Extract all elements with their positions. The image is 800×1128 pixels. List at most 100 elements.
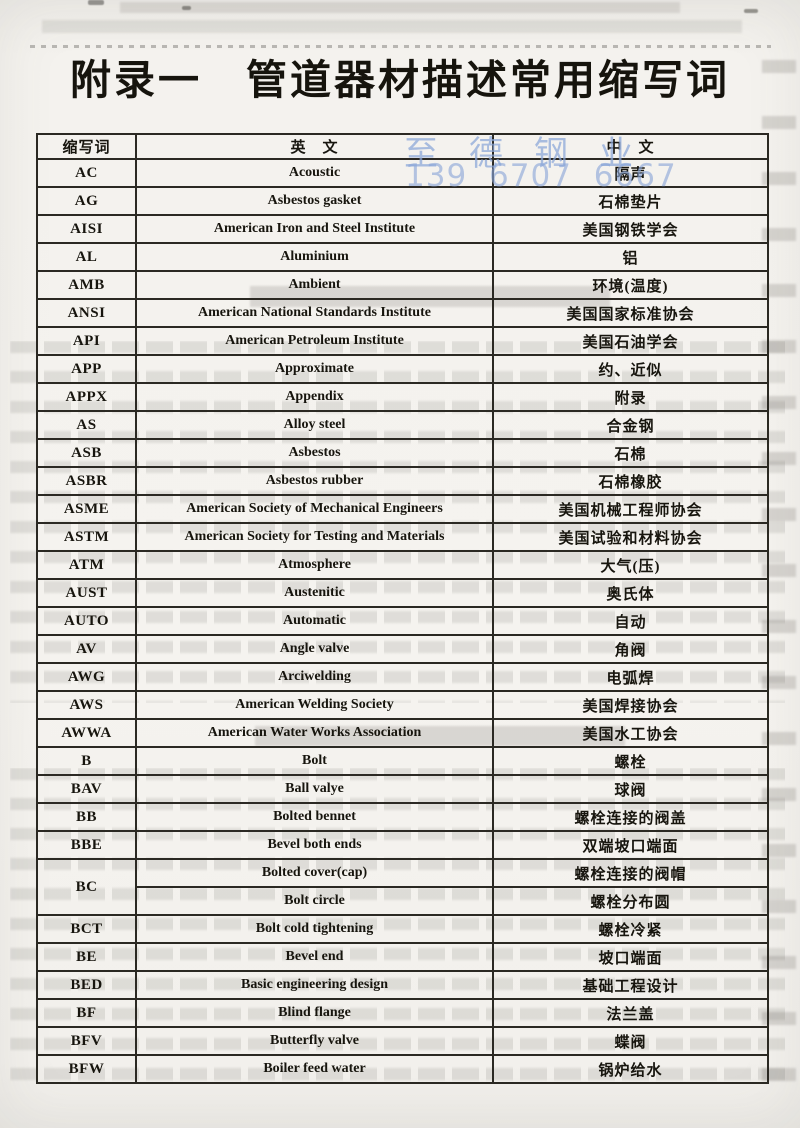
english-term-cell: Angle valve xyxy=(135,634,494,664)
table-row: AUST Austenitic 奥氏体 xyxy=(36,578,769,608)
english-term-cell: Appendix xyxy=(135,382,494,412)
scan-speck xyxy=(88,0,104,5)
english-term-cell: American Iron and Steel Institute xyxy=(135,214,494,244)
watermark-phone-number: 139 6707 6667 xyxy=(405,158,677,194)
chinese-term-cell: 球阀 xyxy=(492,774,769,804)
chinese-term-cell: 美国水工协会 xyxy=(492,718,769,748)
english-term-cell: Atmosphere xyxy=(135,550,494,580)
english-term-cell: Bolt cold tightening xyxy=(135,914,494,944)
table-row: B Bolt 螺栓 xyxy=(36,746,769,776)
table-row: BE Bevel end 坡口端面 xyxy=(36,942,769,972)
abbreviation-table-body: AC Acoustic 隔声 AG Asbestos gasket 石棉垫片 AISI Ame… xyxy=(36,158,769,1084)
table-row: BFW Boiler feed water 锅炉给水 xyxy=(36,1054,769,1084)
english-term-cell: Bolt xyxy=(135,746,494,776)
abbreviation-table: 缩写词 英 文 中 文 AC Acoustic 隔声 AG Asbestos gaske… xyxy=(36,133,769,1084)
abbr-cell: BB xyxy=(36,802,137,832)
page-title: 附录一 管道器材描述常用缩写词 xyxy=(70,57,730,103)
chinese-term-cell: 奥氏体 xyxy=(492,578,769,608)
table-row: AG Asbestos gasket 石棉垫片 xyxy=(36,186,769,216)
abbr-cell: AUST xyxy=(36,578,137,608)
abbr-cell: BBE xyxy=(36,830,137,860)
abbr-cell: ASME xyxy=(36,494,137,524)
table-row: ASBR Asbestos rubber 石棉橡胶 xyxy=(36,466,769,496)
abbr-cell: BED xyxy=(36,970,137,1000)
abbr-cell: APPX xyxy=(36,382,137,412)
table-row: ATM Atmosphere 大气(压) xyxy=(36,550,769,580)
chinese-term-cell: 螺栓 xyxy=(492,746,769,776)
chinese-term-cell: 美国焊接协会 xyxy=(492,690,769,720)
scan-speck xyxy=(182,6,191,10)
english-term-cell: American Welding Society xyxy=(135,690,494,720)
abbr-cell: BF xyxy=(36,998,137,1028)
abbr-cell: AC xyxy=(36,158,137,188)
abbr-cell: API xyxy=(36,326,137,356)
abbr-cell: ASBR xyxy=(36,466,137,496)
chinese-term-cell: 美国钢铁学会 xyxy=(492,214,769,244)
english-term-cell: Arciwelding xyxy=(135,662,494,692)
abbr-cell: AS xyxy=(36,410,137,440)
abbr-cell: BFV xyxy=(36,1026,137,1056)
header-chinese: 中 文 xyxy=(492,133,769,160)
english-term-cell: Automatic xyxy=(135,606,494,636)
table-row: BCT Bolt cold tightening 螺栓冷紧 xyxy=(36,914,769,944)
chinese-term-cell: 美国试验和材料协会 xyxy=(492,522,769,552)
abbr-cell: AUTO xyxy=(36,606,137,636)
chinese-term-cell: 螺栓连接的阀帽 xyxy=(492,858,769,888)
table-row: BB Bolted bennet 螺栓连接的阀盖 xyxy=(36,802,769,832)
english-term-cell: Acoustic xyxy=(135,158,494,188)
header-abbreviation: 缩写词 xyxy=(36,133,137,160)
english-term-cell: Asbestos xyxy=(135,438,494,468)
chinese-term-cell: 美国机械工程师协会 xyxy=(492,494,769,524)
abbr-cell: AWWA xyxy=(36,718,137,748)
table-row: AUTO Automatic 自动 xyxy=(36,606,769,636)
table-row: AMB Ambient 环境(温度) xyxy=(36,270,769,300)
chinese-term-cell: 基础工程设计 xyxy=(492,970,769,1000)
chinese-term-cell: 螺栓连接的阀盖 xyxy=(492,802,769,832)
english-term-cell: Asbestos rubber xyxy=(135,466,494,496)
table-row: BAV Ball valye 球阀 xyxy=(36,774,769,804)
english-term-cell: Austenitic xyxy=(135,578,494,608)
table-row: ASB Asbestos 石棉 xyxy=(36,438,769,468)
table-row: API American Petroleum Institute 美国石油学会 xyxy=(36,326,769,356)
table-row: APPX Appendix 附录 xyxy=(36,382,769,412)
table-row: AS Alloy steel 合金钢 xyxy=(36,410,769,440)
english-term-cell: American Petroleum Institute xyxy=(135,326,494,356)
chinese-term-cell: 合金钢 xyxy=(492,410,769,440)
english-term-cell: Alloy steel xyxy=(135,410,494,440)
chinese-term-cell: 自动 xyxy=(492,606,769,636)
table-row: APP Approximate 约、近似 xyxy=(36,354,769,384)
header-english: 英 文 xyxy=(135,133,494,160)
table-row: AC Acoustic 隔声 xyxy=(36,158,769,188)
bleedthrough-dotted-line xyxy=(30,45,771,48)
english-term-cell: Bolted cover(cap) xyxy=(135,858,494,888)
abbr-cell: B xyxy=(36,746,137,776)
abbr-cell: ASB xyxy=(36,438,137,468)
chinese-term-cell: 石棉 xyxy=(492,438,769,468)
chinese-term-cell: 角阀 xyxy=(492,634,769,664)
table-row: AWG Arciwelding 电弧焊 xyxy=(36,662,769,692)
english-term-cell: Aluminium xyxy=(135,242,494,272)
abbr-cell: APP xyxy=(36,354,137,384)
english-term-cell: Bolt circle xyxy=(135,886,494,916)
abbr-cell: AWG xyxy=(36,662,137,692)
table-row: ASTM American Society for Testing and Mat… xyxy=(36,522,769,552)
table-row: AV Angle valve 角阀 xyxy=(36,634,769,664)
chinese-term-cell: 蝶阀 xyxy=(492,1026,769,1056)
scan-speck xyxy=(744,9,758,13)
abbr-cell: AG xyxy=(36,186,137,216)
english-term-cell: Approximate xyxy=(135,354,494,384)
english-term-cell: American Society for Testing and Materia… xyxy=(135,522,494,552)
chinese-term-cell: 锅炉给水 xyxy=(492,1054,769,1084)
chinese-term-cell: 螺栓分布圆 xyxy=(492,886,769,916)
abbr-cell: ATM xyxy=(36,550,137,580)
english-term-cell: Boiler feed water xyxy=(135,1054,494,1084)
english-term-cell: Ball valye xyxy=(135,774,494,804)
table-row: AL Aluminium 铝 xyxy=(36,242,769,272)
chinese-term-cell: 铝 xyxy=(492,242,769,272)
abbr-cell: AWS xyxy=(36,690,137,720)
english-term-cell: Bevel both ends xyxy=(135,830,494,860)
table-row: BFV Butterfly valve 蝶阀 xyxy=(36,1026,769,1056)
abbr-cell: AL xyxy=(36,242,137,272)
abbr-cell: AISI xyxy=(36,214,137,244)
